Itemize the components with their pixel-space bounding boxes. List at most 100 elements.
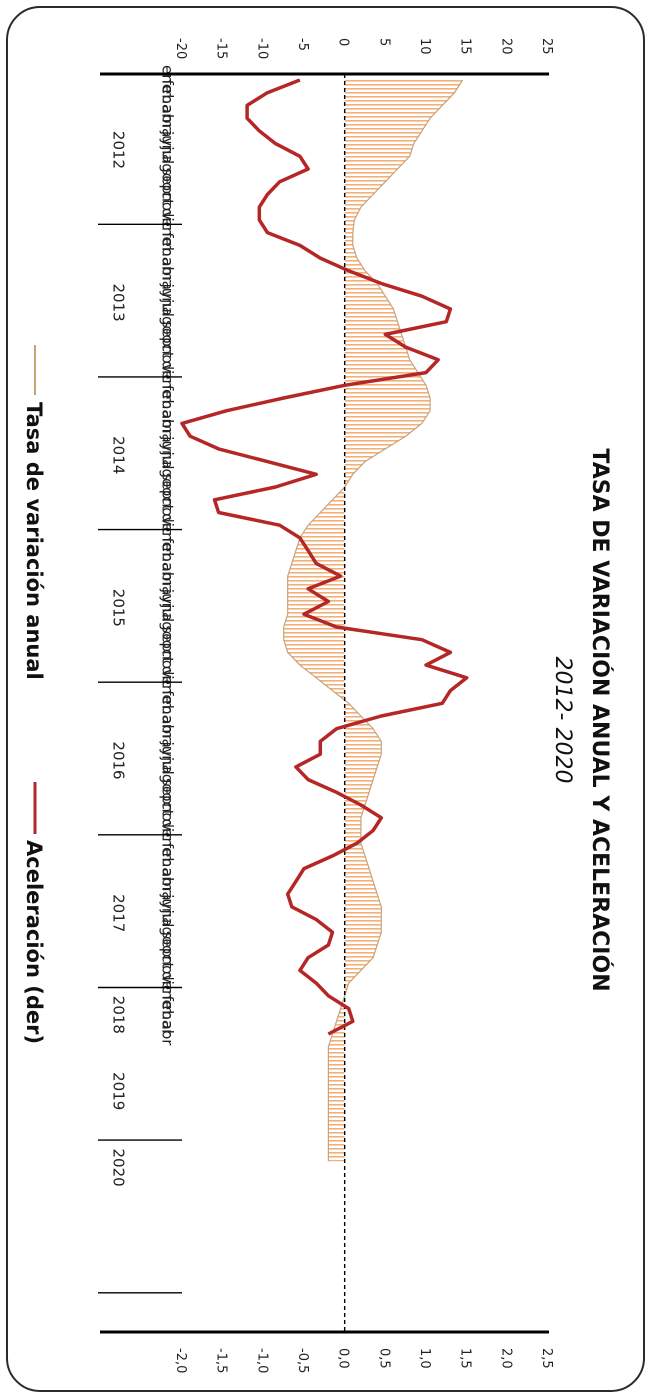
right-axis-tick-label: 2,5: [539, 1348, 554, 1369]
series-area-tasa: [283, 80, 463, 1162]
month-label: jul: [159, 451, 177, 470]
left-axis-tick-label: 0: [336, 38, 351, 46]
right-axis-tick-label: -1,5: [214, 1348, 229, 1373]
right-axis-tick-label: -2,0: [173, 1348, 188, 1373]
legend-label-tasa: Tasa de variación anual: [22, 402, 46, 680]
month-label: nov: [159, 192, 177, 220]
month-label: sep: [159, 320, 177, 347]
year-label: 2012: [110, 131, 128, 169]
left-axis-tick-label: 20: [498, 38, 513, 55]
month-label: may: [159, 266, 177, 299]
legend-label-aceleracion: Aceleración (der): [22, 840, 46, 1044]
month-label: ago: [159, 612, 177, 640]
month-label: jun: [159, 435, 177, 459]
month-label: sep: [159, 473, 177, 500]
left-axis-tick-label: 10: [417, 38, 432, 55]
right-axis-tick-label: -0,5: [295, 1348, 310, 1373]
month-label: jul: [159, 756, 177, 775]
month-label: sep: [159, 931, 177, 958]
month-label: oct: [159, 640, 177, 663]
month-label: mar: [159, 242, 177, 273]
chart-frame: [6, 6, 645, 1392]
month-label: jun: [159, 588, 177, 612]
month-label: ago: [159, 459, 177, 487]
month-label: nov: [159, 803, 177, 831]
right-axis-ticks: -2,0 -1,5 -1,0 -0,5 0,0 0,5 1,0 1,5 2,0 2,5: [173, 1348, 554, 1373]
month-label: abr: [159, 868, 177, 894]
month-label: mar: [159, 1005, 177, 1036]
year-dividers: [98, 223, 182, 1294]
right-axis-tick-label: 0,5: [376, 1348, 391, 1369]
series-line-aceleracion: [180, 78, 469, 1036]
month-label: may: [159, 877, 177, 910]
legend: Tasa de variación anual Aceleración (der…: [22, 345, 46, 1044]
plot-area: [100, 72, 549, 1334]
month-label: mar: [159, 700, 177, 731]
right-axis-tick-label: 1,5: [458, 1348, 473, 1369]
left-axis-tick-label: -10: [254, 38, 269, 59]
month-label: jul: [159, 909, 177, 928]
left-axis-tick-label: 25: [539, 38, 554, 55]
month-label: nov: [159, 345, 177, 373]
series-line-tasa: [283, 79, 464, 1162]
month-label: oct: [159, 487, 177, 510]
month-label: nov: [159, 650, 177, 678]
right-axis-tick-label: 0,0: [336, 1348, 351, 1369]
left-axis-tick-label: 5: [376, 38, 391, 46]
month-label: oct: [159, 334, 177, 357]
year-label: 2017: [110, 894, 128, 932]
year-label: 2015: [110, 589, 128, 627]
year-label: 2020: [110, 1149, 128, 1187]
left-axis-tick-label: -15: [214, 38, 229, 59]
year-label: 2014: [110, 436, 128, 474]
left-axis-tick-label: -5: [295, 38, 310, 51]
month-label: oct: [159, 945, 177, 968]
month-label: nov: [159, 498, 177, 526]
month-label: jul: [159, 603, 177, 622]
month-label: abr: [159, 563, 177, 589]
year-label: 2016: [110, 741, 128, 779]
month-label: feb: [159, 385, 177, 409]
month-label: may: [159, 724, 177, 757]
month-label: ago: [159, 765, 177, 793]
month-label: feb: [159, 690, 177, 714]
month-label: mar: [159, 395, 177, 426]
month-label: feb: [159, 538, 177, 562]
month-label: jun: [159, 283, 177, 307]
month-label: oct: [159, 182, 177, 205]
month-label: jun: [159, 741, 177, 765]
month-label: abr: [159, 1021, 177, 1047]
month-label: ene: [159, 65, 177, 93]
right-axis-tick-label: 1,0: [417, 1348, 432, 1369]
month-label: feb: [159, 232, 177, 256]
month-label: may: [159, 114, 177, 147]
year-labels: 2012 2013 2014 2015 2016 2017 2018 2019 2020: [110, 131, 128, 1187]
month-label: sep: [159, 168, 177, 195]
month-label: may: [159, 571, 177, 604]
month-label: nov: [159, 956, 177, 984]
left-axis-ticks: -20 -15 -10 -5 0 5 10 15 20 25: [173, 38, 554, 59]
right-axis-tick-label: 2,0: [498, 1348, 513, 1369]
month-label: abr: [159, 257, 177, 283]
month-label: jun: [159, 130, 177, 154]
year-label: 2019: [110, 1072, 128, 1110]
month-label: sep: [159, 625, 177, 652]
left-axis-tick-label: 15: [458, 38, 473, 55]
year-label: 2013: [110, 284, 128, 322]
month-label: ago: [159, 917, 177, 945]
month-label: mar: [159, 853, 177, 884]
year-label: 2018: [110, 996, 128, 1034]
month-label: sep: [159, 778, 177, 805]
month-labels: enefebmarabrmayjunjulagosepoctnovdicenef…: [159, 65, 177, 1046]
month-label: ago: [159, 307, 177, 335]
month-label: mar: [159, 547, 177, 578]
month-label: abr: [159, 410, 177, 436]
right-axis-tick-label: -1,0: [254, 1348, 269, 1373]
month-label: jul: [159, 145, 177, 164]
chart-title: TASA DE VARIACIÓN ANUAL Y ACELERACIÓN: [587, 448, 613, 991]
month-label: feb: [159, 80, 177, 104]
month-label: feb: [159, 843, 177, 867]
chart-subtitle: 2012- 2020: [550, 657, 575, 784]
month-label: abr: [159, 715, 177, 741]
